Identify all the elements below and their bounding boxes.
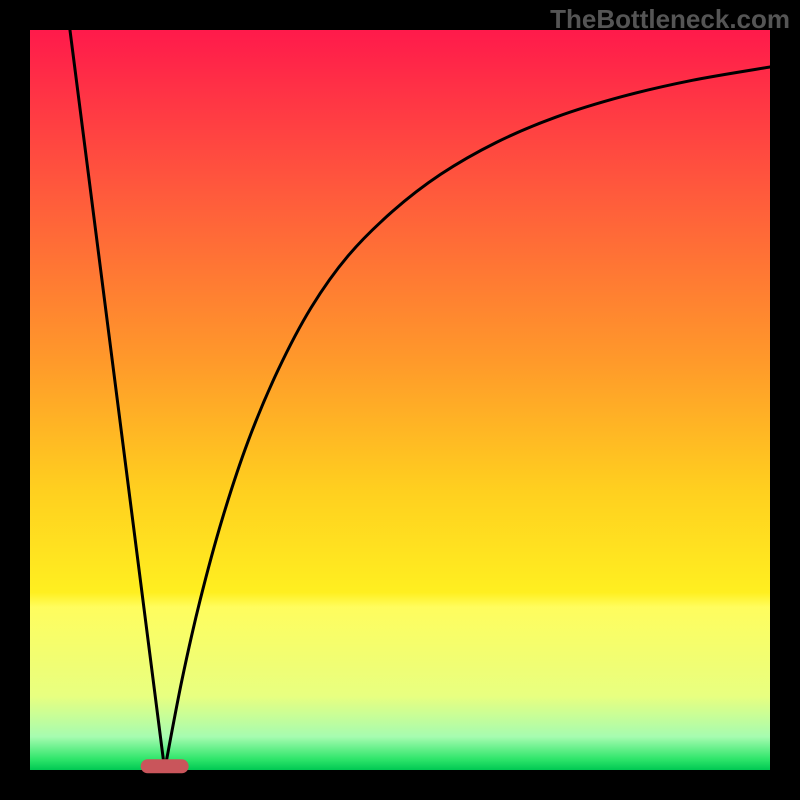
optimal-marker xyxy=(141,759,189,773)
gradient-background xyxy=(30,30,770,770)
chart-frame: TheBottleneck.com xyxy=(0,0,800,800)
watermark-text: TheBottleneck.com xyxy=(550,4,790,35)
bottleneck-chart-svg xyxy=(0,0,800,800)
